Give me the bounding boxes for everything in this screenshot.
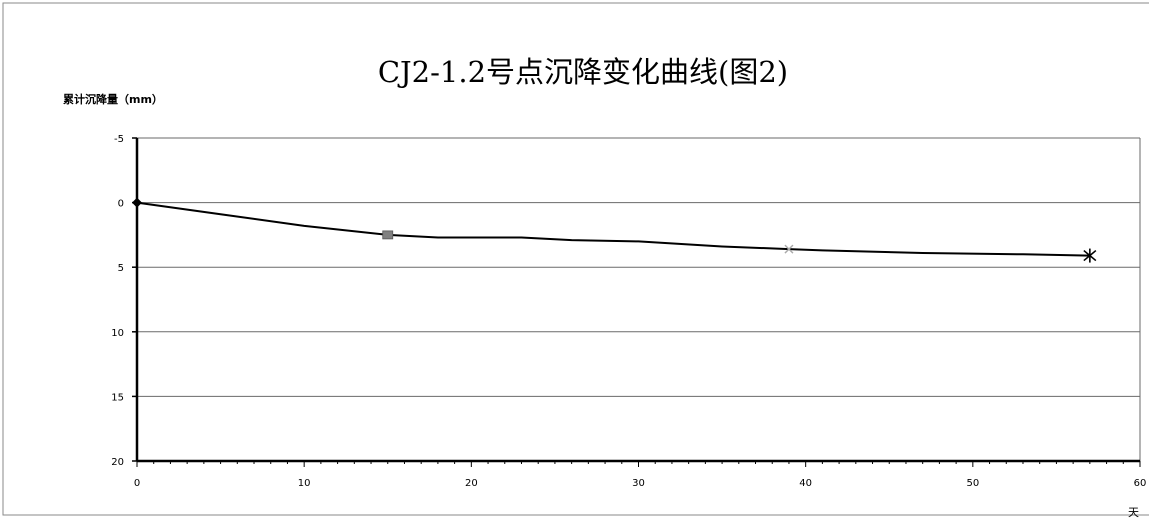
x-axis-label: 天 (1128, 506, 1139, 519)
data-point-2-stroke-b (784, 244, 794, 254)
x-tick-label-3: 30 (632, 478, 645, 489)
data-point-1 (382, 230, 394, 240)
data-point-3 (1083, 248, 1097, 263)
x-tick-label-6: 60 (1134, 478, 1147, 489)
x-tick-label-2: 20 (465, 478, 478, 489)
y-tick-label-3: 10 (111, 328, 124, 339)
data-point-2 (784, 244, 794, 254)
x-tick-label-0: 0 (134, 478, 140, 489)
x-tick-label-5: 50 (966, 478, 979, 489)
x-tick-label-4: 40 (799, 478, 812, 489)
chart-title: CJ2-1.2号点沉降变化曲线(图2) (378, 55, 788, 89)
y-tick-label-1: 0 (118, 199, 124, 210)
y-axis-label: 累计沉降量（mm） (63, 92, 163, 106)
y-tick-label-0: -5 (114, 134, 124, 145)
data-point-0 (132, 197, 142, 208)
x-tick-label-1: 10 (298, 478, 311, 489)
y-tick-label-4: 15 (111, 392, 124, 403)
y-tick-label-5: 20 (111, 457, 124, 468)
series-line-0 (136, 201, 1090, 257)
y-tick-label-2: 5 (118, 263, 124, 274)
